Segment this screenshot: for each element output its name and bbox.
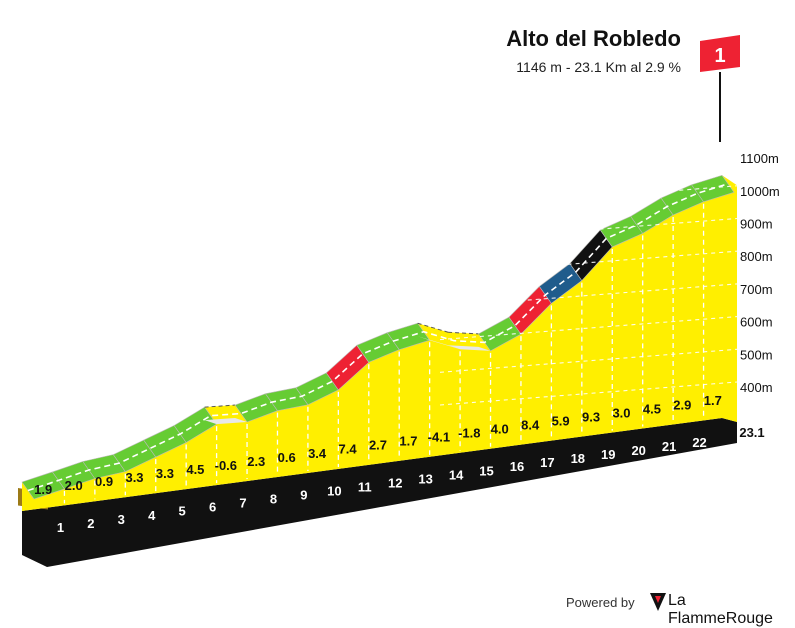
gradient-label: 3.0 — [612, 405, 630, 420]
km-marker-label: 14 — [449, 467, 464, 482]
flag-number: 1 — [714, 45, 725, 67]
km-marker-label: 19 — [601, 447, 615, 462]
km-marker-label: 22 — [692, 435, 706, 450]
centerline-dashes — [27, 183, 729, 492]
descent-dashed-line — [204, 404, 236, 408]
gradient-label: 4.5 — [643, 401, 661, 416]
km-marker-label: 18 — [571, 451, 585, 466]
gradient-label: 8.4 — [521, 417, 540, 432]
gradient-label: 3.4 — [308, 446, 327, 461]
gradient-label: -4.1 — [428, 430, 450, 445]
km-marker-label: 5 — [179, 504, 186, 519]
km-marker-label: 7 — [239, 496, 246, 511]
gradient-label: 2.0 — [65, 478, 83, 493]
km-marker-label: 4 — [148, 508, 156, 523]
altitude-gridline — [439, 348, 738, 373]
gradient-label: 2.9 — [673, 397, 691, 412]
gradient-label: 1.7 — [704, 393, 722, 408]
descent-segment — [204, 418, 248, 425]
km-marker-label: 10 — [327, 484, 341, 499]
gradient-label: 0.6 — [278, 450, 296, 465]
km-marker-label: 1 — [57, 520, 64, 535]
gradient-label: 4.5 — [186, 462, 204, 477]
brand-name: La FlammeRouge — [668, 592, 773, 627]
climb-summary: 1146 m - 23.1 Km al 2.9 % — [516, 59, 681, 75]
altitude-tick-label: 700m — [740, 282, 773, 297]
km-marker-label: 2 — [87, 516, 94, 531]
altitude-gridline — [439, 217, 738, 243]
km-marker-label: 16 — [510, 459, 524, 474]
descent-dashed-line — [417, 322, 449, 333]
gradient-label: 1.9 — [34, 482, 52, 497]
altitude-tick-label: 1000m — [740, 184, 780, 199]
km-marker-label: 17 — [540, 455, 554, 470]
km-marker-label: 11 — [358, 479, 372, 494]
gradient-label: -0.6 — [215, 458, 237, 473]
descent-segment — [417, 336, 461, 350]
altitude-gridline — [439, 250, 738, 275]
altitude-tick-label: 1100m — [740, 151, 779, 166]
altitude-tick-label: 900m — [740, 217, 773, 232]
km-marker-label: 12 — [388, 475, 402, 490]
altitude-gridline — [439, 152, 738, 177]
altitude-tick-label: 500m — [740, 347, 773, 362]
climb-title: Alto del Robledo — [506, 26, 681, 51]
gradient-label: 9.3 — [582, 409, 600, 424]
gradient-labels: 1.9 2.0 0.9 3.3 3.3 4.5 -0.6 2.3 0.6 3.4 7.4 2.7 1.7… — [34, 393, 722, 497]
powered-by-text: Powered by — [566, 595, 635, 610]
altitude-tick-label: 600m — [740, 315, 773, 330]
gradient-label: 3.3 — [156, 466, 174, 481]
base-black-strip — [22, 418, 737, 567]
total-distance-label: 23.1 — [739, 425, 764, 440]
descent-segment — [448, 345, 491, 351]
km-marker-label: 3 — [118, 512, 125, 527]
km-marker-label: 21 — [662, 439, 676, 454]
altitude-tick-label: 800m — [740, 249, 773, 264]
gradient-label: 2.7 — [369, 438, 387, 453]
flag-banner — [700, 35, 740, 72]
descent-dashed-line — [448, 331, 479, 335]
km-marker-label: 6 — [209, 500, 216, 515]
gradient-label: 4.0 — [491, 422, 509, 437]
altitude-tick-label: 400m — [740, 380, 773, 395]
gradient-label: 7.4 — [339, 442, 358, 457]
summit-flag: 1 — [700, 35, 740, 142]
ribbon-centerline — [27, 183, 729, 492]
km-marker-label: 9 — [300, 488, 307, 503]
gradient-label: 2.3 — [247, 454, 265, 469]
altitude-gridline — [439, 381, 738, 406]
altitude-axis: 1100m 1000m 900m 800m 700m 600m 500m 400m — [439, 151, 780, 406]
gradient-label: -1.8 — [458, 426, 480, 441]
altitude-gridline — [439, 185, 738, 210]
gradient-label: 1.7 — [399, 434, 417, 449]
km-marker-label: 8 — [270, 492, 277, 507]
altitude-gridline — [439, 283, 738, 308]
km-divider-lines — [63, 203, 705, 504]
gradient-label: 5.9 — [552, 413, 570, 428]
brand-logo-icon — [650, 593, 666, 611]
km-marker-label: 20 — [631, 443, 645, 458]
km-marker-label: 13 — [418, 471, 432, 486]
gradient-label: 0.9 — [95, 474, 113, 489]
km-marker-label: 15 — [479, 463, 493, 478]
gradient-label: 3.3 — [125, 470, 143, 485]
altitude-gridline — [439, 316, 738, 341]
